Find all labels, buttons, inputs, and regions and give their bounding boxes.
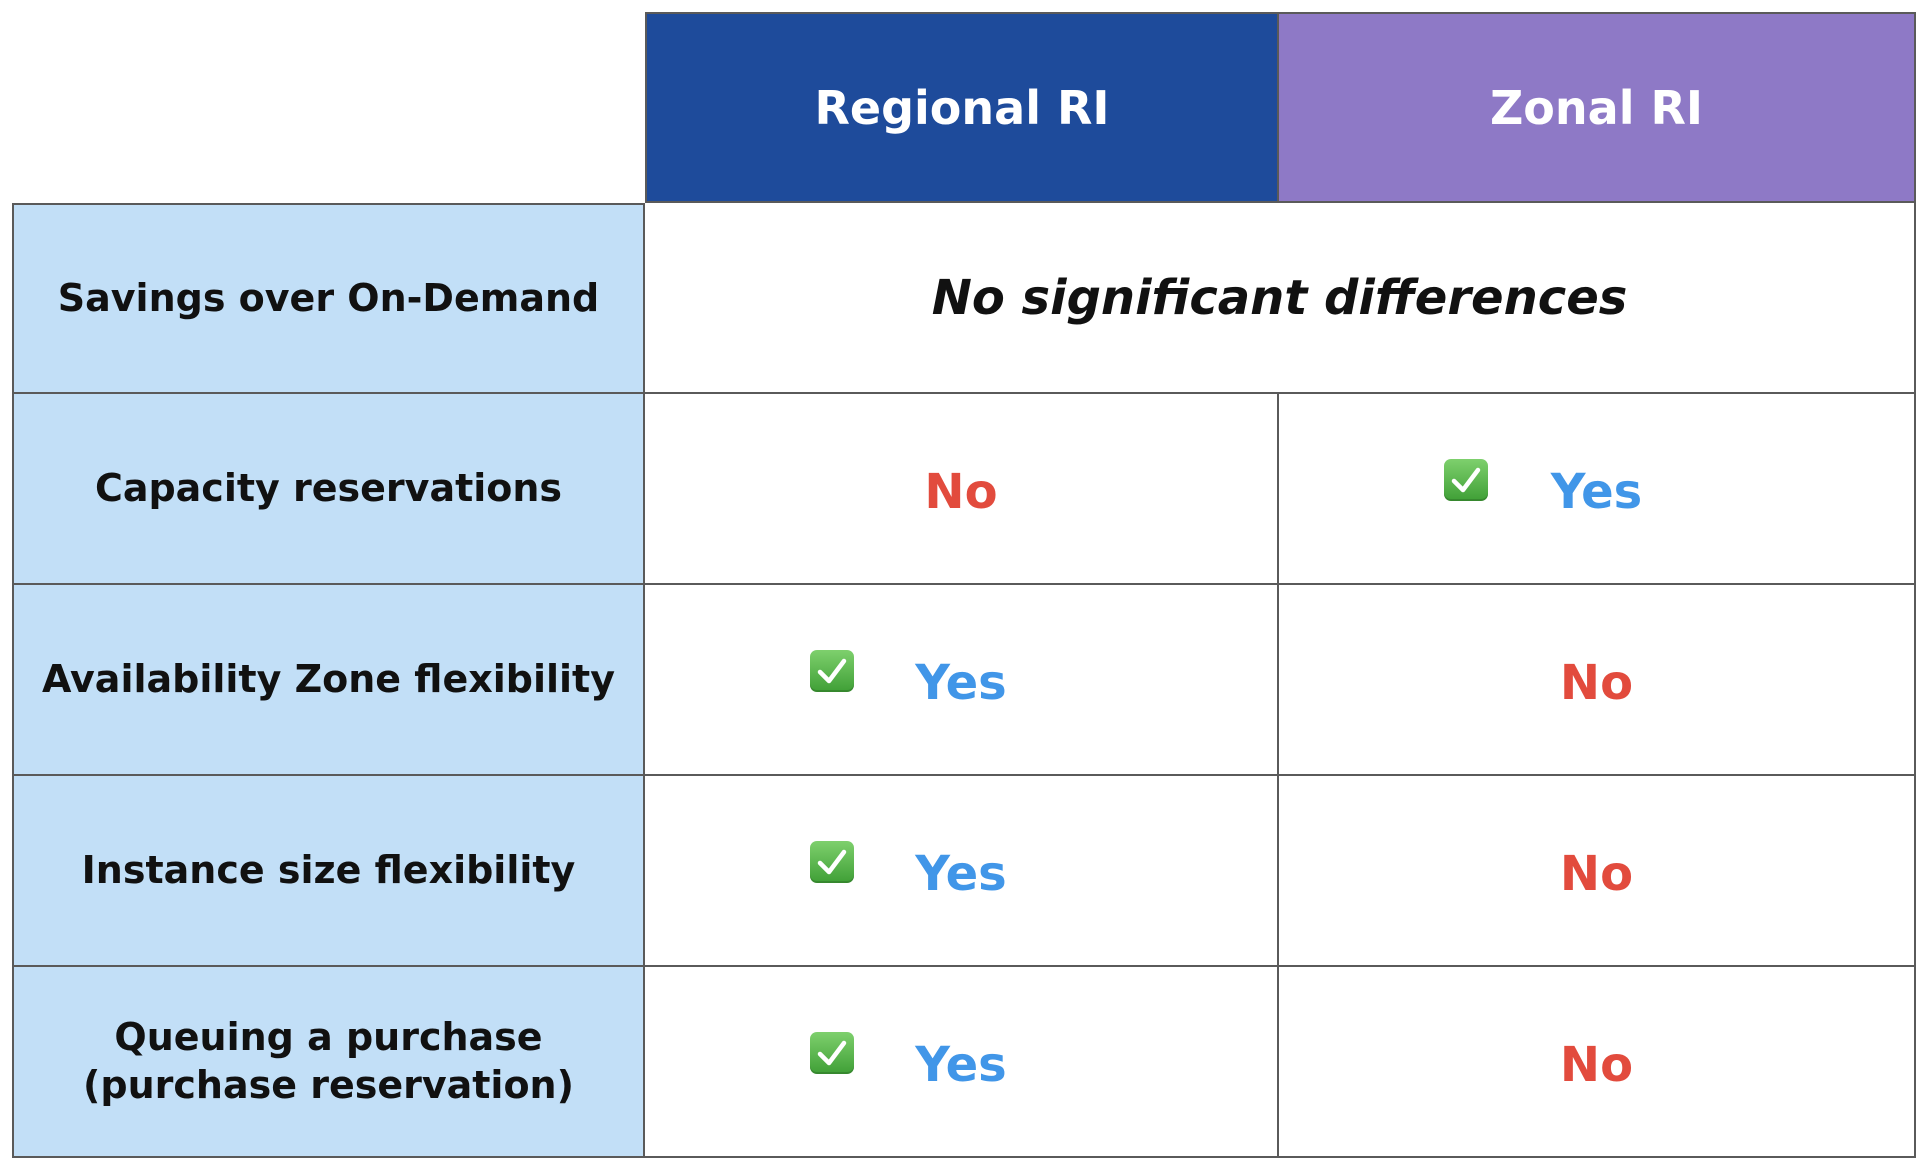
cell-value: No bbox=[1559, 1036, 1634, 1093]
column-header-regional-ri: Regional RI bbox=[645, 12, 1279, 203]
cell-value: No bbox=[1559, 654, 1634, 711]
row-label-text: Capacity reservations bbox=[94, 465, 563, 510]
row-label-text: Instance size flexibility bbox=[81, 847, 576, 892]
cell-regional-capacity-reservations: No bbox=[645, 394, 1279, 585]
comparison-table: Regional RI Zonal RI Savings over On-Dem… bbox=[12, 12, 1916, 1158]
cell-value: No bbox=[1559, 845, 1634, 902]
cell-zonal-instance-size-flexibility: No bbox=[1279, 776, 1916, 967]
merged-cell-savings: No significant differences bbox=[645, 203, 1916, 394]
row-label-text: Queuing a purchase (purchase reservation) bbox=[83, 1015, 574, 1107]
cell-value: No bbox=[924, 463, 998, 520]
row-label-capacity-reservations: Capacity reservations bbox=[12, 394, 645, 585]
row-label-queuing-a-purchase: Queuing a purchase (purchase reservation) bbox=[12, 967, 645, 1158]
row-label-availability-zone-flexibility: Availability Zone flexibility bbox=[12, 585, 645, 776]
cell-regional-instance-size-flexibility: Yes bbox=[645, 776, 1279, 967]
cell-value: Yes bbox=[915, 1036, 1007, 1093]
cell-zonal-capacity-reservations: Yes bbox=[1279, 394, 1916, 585]
cell-value: Yes bbox=[915, 654, 1007, 711]
cell-value: Yes bbox=[1550, 463, 1643, 520]
cell-zonal-availability-zone-flexibility: No bbox=[1279, 585, 1916, 776]
check-mark-button-icon bbox=[810, 841, 854, 883]
cell-zonal-queuing-a-purchase: No bbox=[1279, 967, 1916, 1158]
table-corner bbox=[12, 12, 645, 203]
check-mark-button-icon bbox=[1444, 459, 1488, 501]
check-mark-button-icon bbox=[810, 650, 854, 692]
check-mark-button-icon bbox=[810, 1032, 854, 1074]
row-label-text: Savings over On-Demand bbox=[57, 275, 600, 320]
row-label-text: Availability Zone flexibility bbox=[41, 656, 615, 701]
column-header-label: Zonal RI bbox=[1489, 80, 1704, 135]
merged-cell-text: No significant differences bbox=[931, 269, 1628, 326]
column-header-zonal-ri: Zonal RI bbox=[1279, 12, 1916, 203]
cell-value: Yes bbox=[915, 845, 1007, 902]
cell-regional-queuing-a-purchase: Yes bbox=[645, 967, 1279, 1158]
row-label-savings: Savings over On-Demand bbox=[12, 203, 645, 394]
cell-regional-availability-zone-flexibility: Yes bbox=[645, 585, 1279, 776]
row-label-instance-size-flexibility: Instance size flexibility bbox=[12, 776, 645, 967]
column-header-label: Regional RI bbox=[814, 80, 1110, 135]
